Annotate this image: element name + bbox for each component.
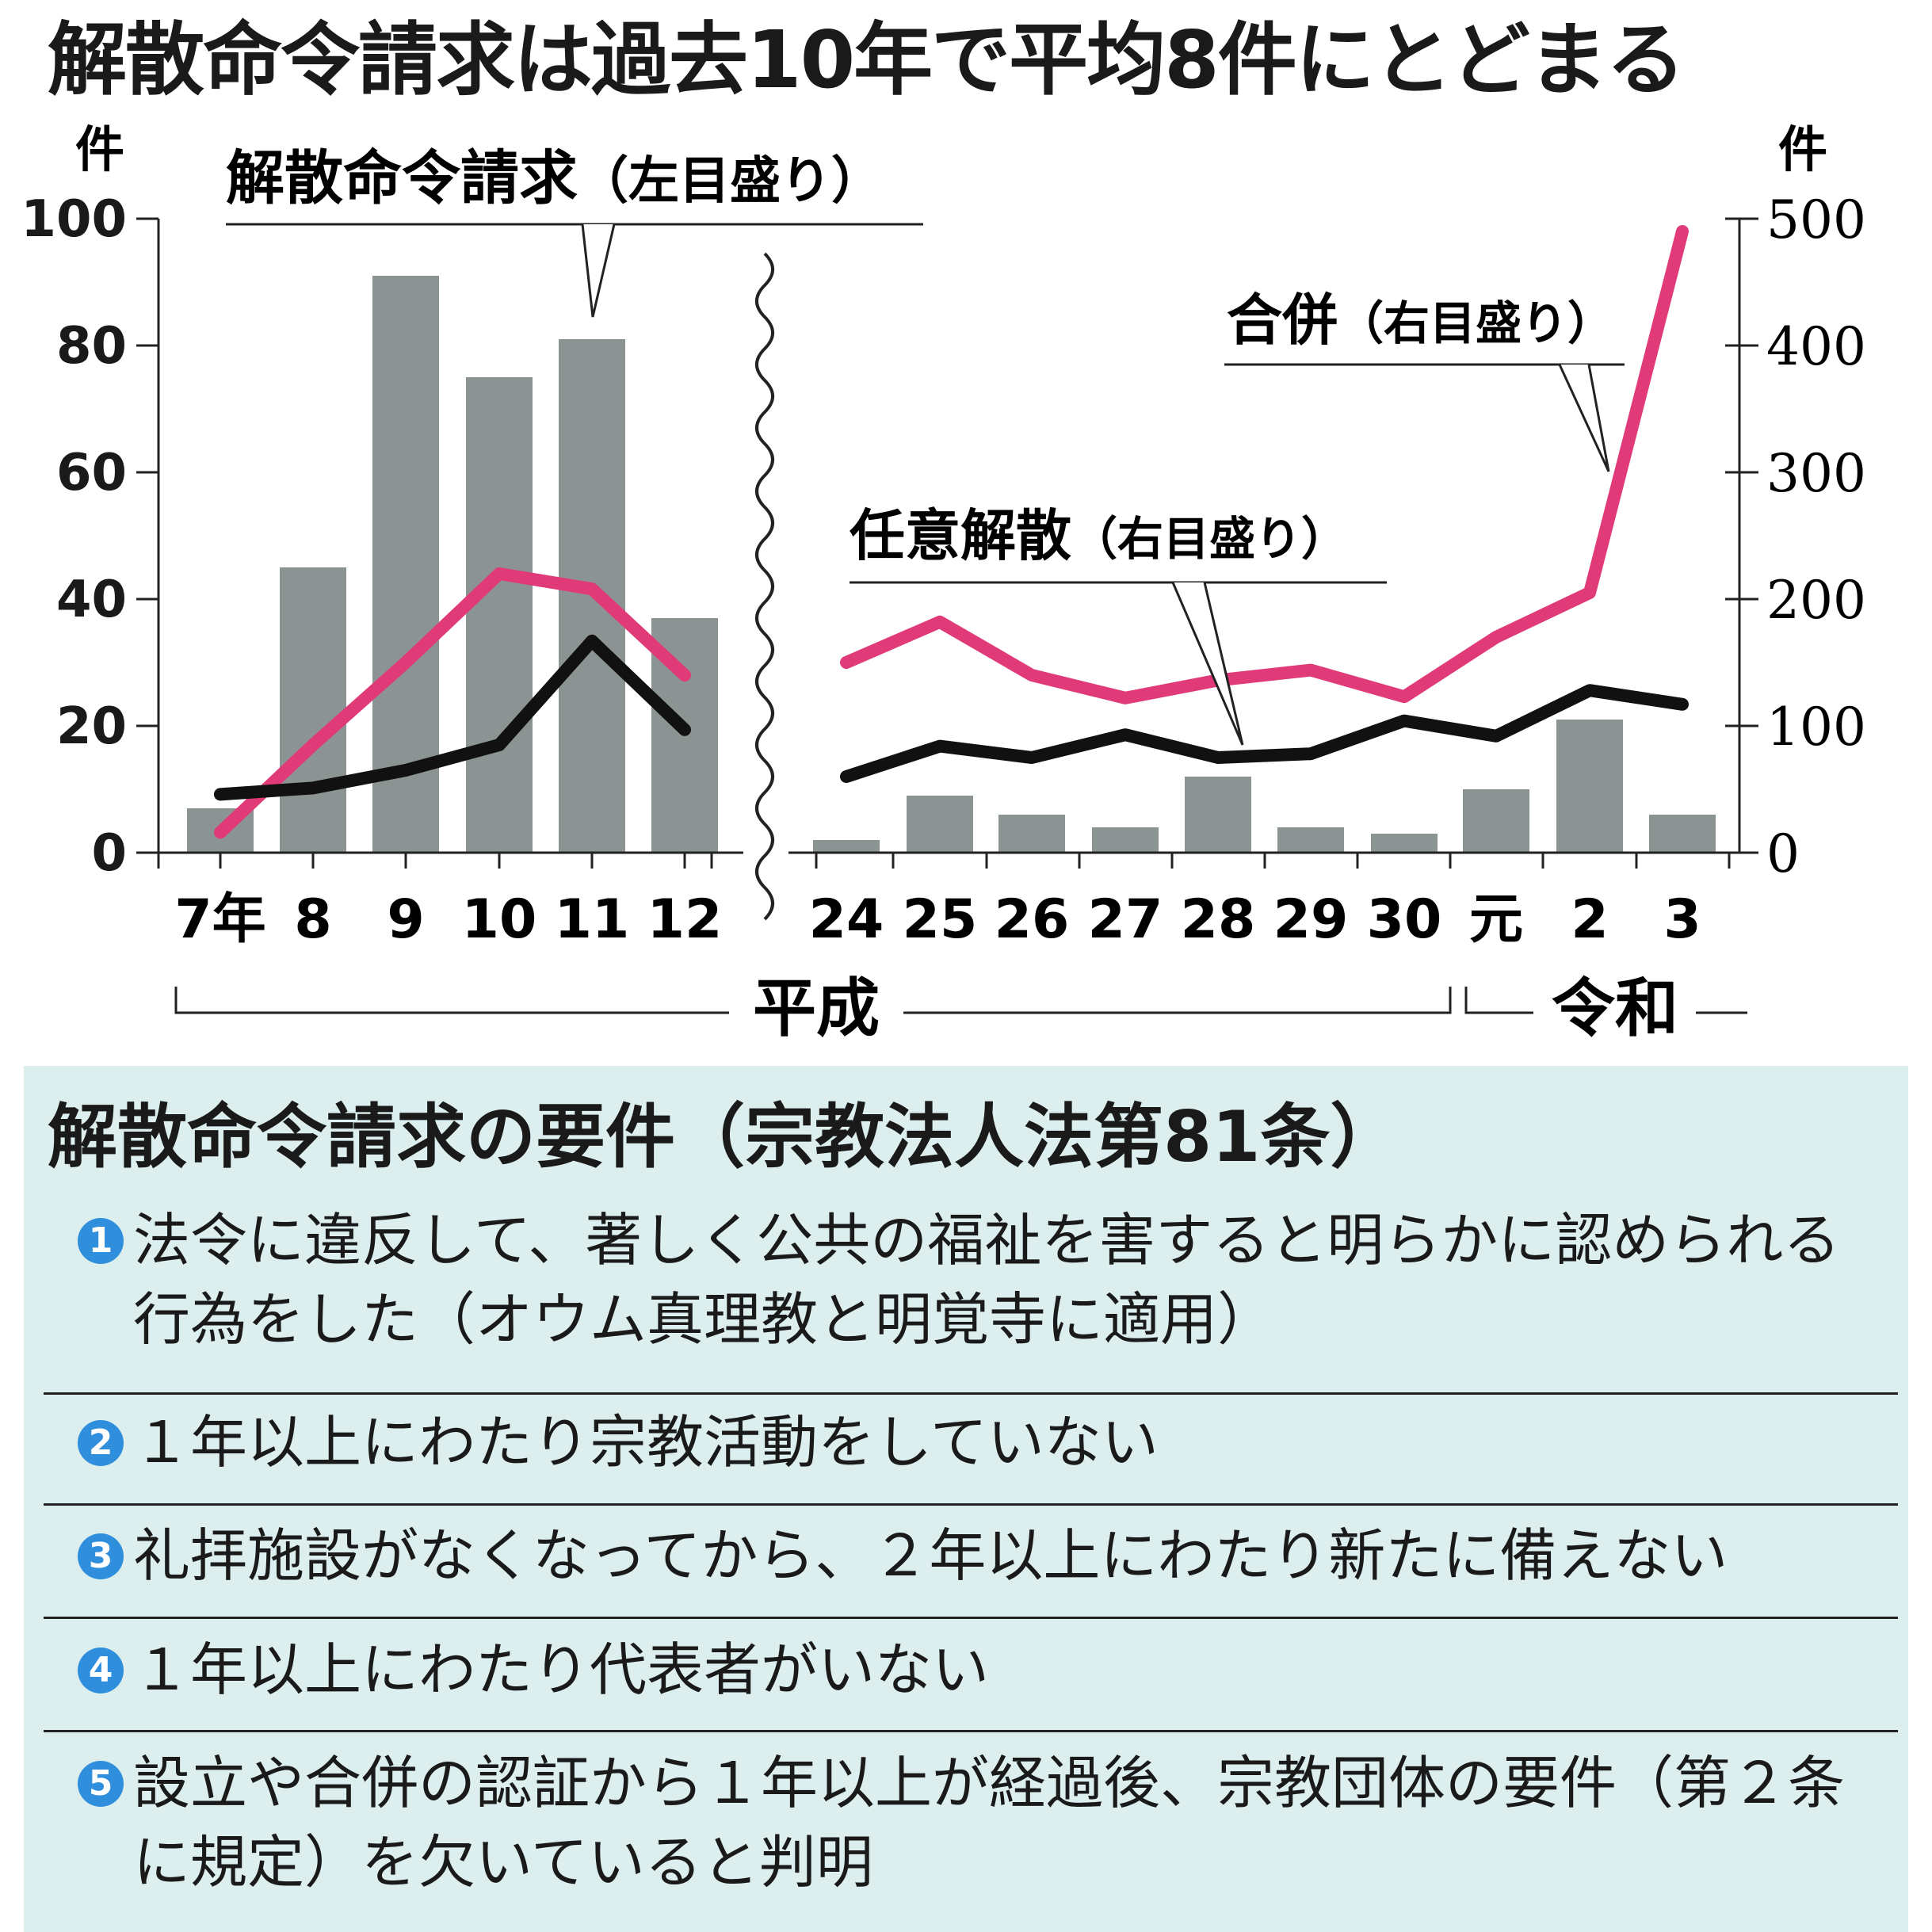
merger-series-label-scale: （右目盛り）	[1338, 296, 1613, 350]
chart-title: 解散命令請求は過去10年で平均8件にとどまる	[48, 13, 1686, 106]
number-badge: 2	[78, 1420, 124, 1466]
bar-series-label-name: 解散命令請求	[226, 144, 578, 212]
bar-series-label-pointer	[581, 223, 616, 318]
left-tick-label: 60	[56, 444, 127, 502]
right-tick-label: 500	[1766, 189, 1866, 250]
number-badge: 4	[78, 1648, 124, 1693]
requirements-title: 解散命令請求の要件（宗教法人法第81条）	[48, 1096, 1400, 1178]
right-tick-label: 100	[1766, 697, 1866, 758]
x-tick-label: 7年	[174, 888, 265, 951]
requirements-panel: 解散命令請求の要件（宗教法人法第81条） 1 法令に違反して、著しく公共の福祉を…	[24, 1066, 1908, 1932]
series-line	[840, 225, 1689, 704]
x-tick-label: 10	[462, 888, 537, 951]
era-label: 平成	[753, 972, 880, 1045]
line-layer	[214, 225, 1689, 839]
axis-break	[755, 252, 774, 921]
divider	[44, 1617, 1898, 1619]
series-line	[840, 684, 1689, 783]
bar	[1277, 827, 1344, 853]
right-tick-label: 400	[1766, 316, 1866, 377]
divider	[44, 1503, 1898, 1506]
right-tick-label: 200	[1766, 570, 1866, 631]
chart: 0 20 40 60 80 100 件 0 100 200 300 400 500 件 7年 8 9 10 11 12…	[21, 120, 1866, 1045]
bar	[907, 796, 973, 853]
x-tick-label: 8	[294, 888, 331, 951]
x-tick-label: 3	[1663, 888, 1701, 951]
left-tick-label: 20	[56, 697, 127, 756]
bar	[466, 377, 533, 853]
right-tick-label: 0	[1766, 823, 1800, 884]
era-bracket	[1464, 987, 1533, 1014]
x-tick-label: 2	[1571, 888, 1608, 951]
series-line	[214, 567, 691, 839]
annotation-layer: 解散命令請求（左目盛り）合併（右目盛り）任意解散（右目盛り）	[226, 144, 1625, 746]
bar	[280, 567, 346, 853]
bar	[1092, 827, 1159, 853]
requirement-text: 法令に違反して、著しく公共の福祉を害すると明らかに認められる行為をした（オウム真…	[133, 1207, 1841, 1353]
left-tick-label: 80	[56, 317, 127, 376]
merger-series-label-pointer	[1558, 364, 1610, 472]
bar	[1371, 834, 1438, 853]
left-axis-unit: 件	[75, 120, 124, 178]
requirement-text: 礼拝施設がなくなってから、２年以上にわたり新たに備えない	[133, 1522, 1728, 1589]
era-bracket	[174, 987, 729, 1014]
left-tick-label: 40	[56, 571, 127, 629]
requirement-text: １年以上にわたり宗教活動をしていない	[133, 1409, 1159, 1476]
series-line	[214, 634, 691, 801]
x-tick-label: 29	[1273, 888, 1349, 951]
right-axis-unit: 件	[1778, 120, 1827, 178]
number-badge: 5	[78, 1761, 124, 1807]
x-tick-label: 12	[647, 888, 723, 951]
x-tick-label: 30	[1367, 888, 1442, 951]
bar	[1649, 815, 1716, 853]
x-tick-label: 25	[903, 888, 978, 951]
bar	[1463, 789, 1529, 853]
bar	[372, 276, 439, 853]
requirement-text: 設立や合併の認証から１年以上が経過後、宗教団体の要件（第２条に規定）を欠いている…	[133, 1750, 1846, 1896]
bar	[1556, 720, 1623, 853]
left-tick-label: 0	[91, 824, 127, 883]
merger-series-label: 合併（右目盛り）	[1227, 288, 1613, 353]
right-tick-label: 300	[1766, 443, 1866, 504]
x-tick-label: 24	[809, 888, 884, 951]
bar-series-label: 解散命令請求（左目盛り）	[226, 144, 882, 212]
x-tick-label: 28	[1181, 888, 1256, 951]
x-tick-label: 元	[1469, 888, 1523, 951]
bar	[1185, 777, 1251, 853]
era-bracket	[903, 987, 1452, 1014]
left-tick-label: 100	[21, 190, 127, 249]
x-tick-label: 26	[995, 888, 1070, 951]
number-badge: 3	[78, 1533, 124, 1579]
axis-layer: 0 20 40 60 80 100 件 0 100 200 300 400 500 件 7年 8 9 10 11 12…	[21, 120, 1866, 1045]
voluntary-series-label-pointer	[1171, 582, 1244, 746]
x-tick-label: 11	[555, 888, 630, 951]
divider	[44, 1730, 1898, 1732]
merger-series-label-name: 合併	[1227, 288, 1338, 353]
voluntary-series-label-name: 任意解散	[850, 503, 1071, 568]
voluntary-series-label: 任意解散（右目盛り）	[850, 503, 1347, 568]
x-tick-label: 9	[387, 888, 424, 951]
era-label: 令和	[1552, 972, 1678, 1045]
divider	[44, 1392, 1898, 1395]
x-tick-label: 27	[1088, 888, 1163, 951]
requirement-text: １年以上にわたり代表者がいない	[133, 1636, 990, 1703]
bar-series-label-scale: （左目盛り）	[578, 152, 882, 211]
bar	[813, 840, 880, 853]
number-badge: 1	[78, 1218, 124, 1264]
voluntary-series-label-scale: （右目盛り）	[1071, 512, 1347, 566]
bar	[998, 815, 1065, 853]
